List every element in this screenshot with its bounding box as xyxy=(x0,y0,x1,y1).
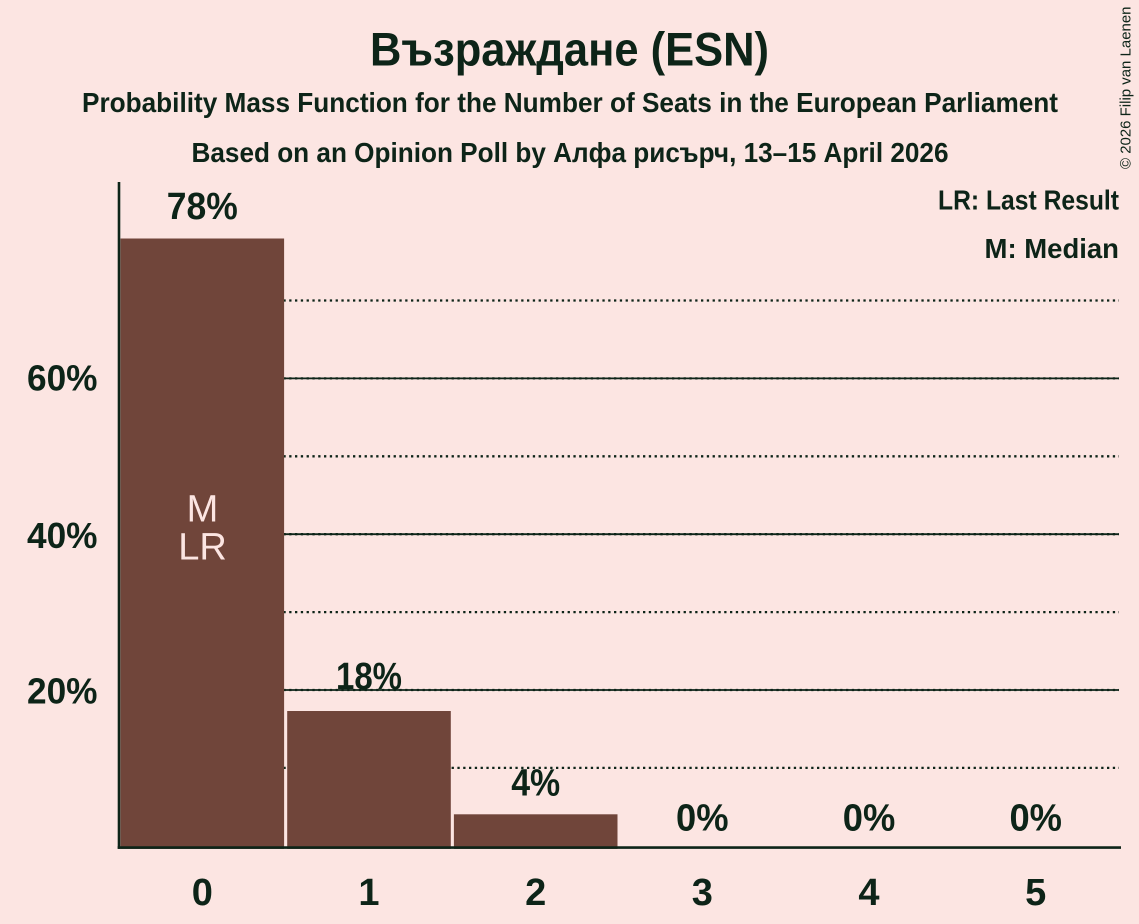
svg-text:Based on an Opinion Poll by Ал: Based on an Opinion Poll by Алфа рисърч,… xyxy=(192,137,949,168)
svg-text:0%: 0% xyxy=(843,798,896,840)
svg-text:Възраждане (ESN): Възраждане (ESN) xyxy=(370,23,769,76)
svg-text:3: 3 xyxy=(692,872,713,914)
svg-text:LR: Last Result: LR: Last Result xyxy=(938,184,1119,215)
svg-text:Probability Mass Function for: Probability Mass Function for the Number… xyxy=(82,87,1058,118)
svg-text:M: M xyxy=(187,489,219,531)
svg-text:4: 4 xyxy=(858,872,879,914)
svg-text:0: 0 xyxy=(192,872,213,914)
svg-text:M: Median: M: Median xyxy=(985,233,1119,264)
svg-text:© 2026 Filip van Laenen: © 2026 Filip van Laenen xyxy=(1118,7,1135,170)
svg-text:18%: 18% xyxy=(336,656,402,698)
svg-text:0%: 0% xyxy=(1009,798,1062,840)
svg-text:4%: 4% xyxy=(511,763,560,805)
svg-text:0%: 0% xyxy=(676,798,729,840)
svg-text:2: 2 xyxy=(525,872,546,914)
svg-text:60%: 60% xyxy=(27,358,98,399)
svg-text:LR: LR xyxy=(178,527,227,569)
svg-text:78%: 78% xyxy=(167,186,238,228)
svg-text:40%: 40% xyxy=(27,515,98,556)
svg-text:1: 1 xyxy=(358,872,379,914)
svg-text:20%: 20% xyxy=(27,671,98,712)
svg-text:5: 5 xyxy=(1025,872,1046,914)
